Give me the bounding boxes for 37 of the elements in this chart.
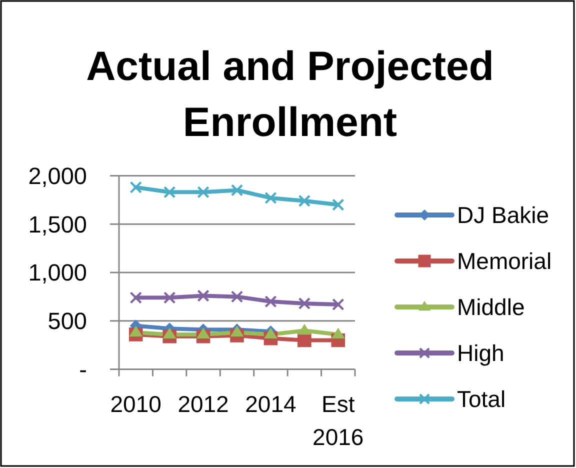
- point: [298, 194, 311, 208]
- point: [264, 295, 277, 308]
- point: [264, 328, 278, 338]
- x-tick-label: 2010: [110, 391, 162, 417]
- x-tick-label: 2012: [178, 391, 229, 417]
- point: [130, 181, 142, 194]
- chart-title: Actual and Projected Enrollment: [86, 43, 494, 145]
- point: [230, 184, 244, 196]
- point: [298, 324, 311, 335]
- point: [332, 328, 345, 338]
- legend-label: Memorial: [457, 248, 552, 274]
- point: [230, 326, 244, 337]
- point: [129, 326, 142, 337]
- legend-label: Middle: [457, 294, 525, 320]
- point: [197, 186, 210, 198]
- y-tick-label: 1,000: [28, 260, 87, 286]
- x-tick-label: Est 2016: [312, 391, 364, 450]
- y-tick-label: 2,000: [28, 162, 87, 189]
- y-tick-label: -: [79, 356, 87, 383]
- y-tick-label: 1,500: [28, 211, 87, 238]
- point: [230, 290, 244, 303]
- point: [196, 328, 210, 338]
- point: [298, 333, 312, 348]
- point: [264, 192, 277, 204]
- legend-label: Total: [457, 386, 506, 412]
- legend-label: DJ Bakie: [457, 202, 550, 228]
- x-tick-label: 2014: [245, 391, 297, 417]
- point: [163, 292, 176, 304]
- legend-label: High: [457, 340, 504, 366]
- y-tick-label: 500: [48, 308, 87, 334]
- point: [130, 292, 142, 304]
- point: [163, 186, 176, 198]
- point: [332, 298, 344, 311]
- point: [332, 198, 344, 211]
- point: [163, 328, 176, 338]
- point: [197, 290, 210, 302]
- point: [298, 297, 311, 310]
